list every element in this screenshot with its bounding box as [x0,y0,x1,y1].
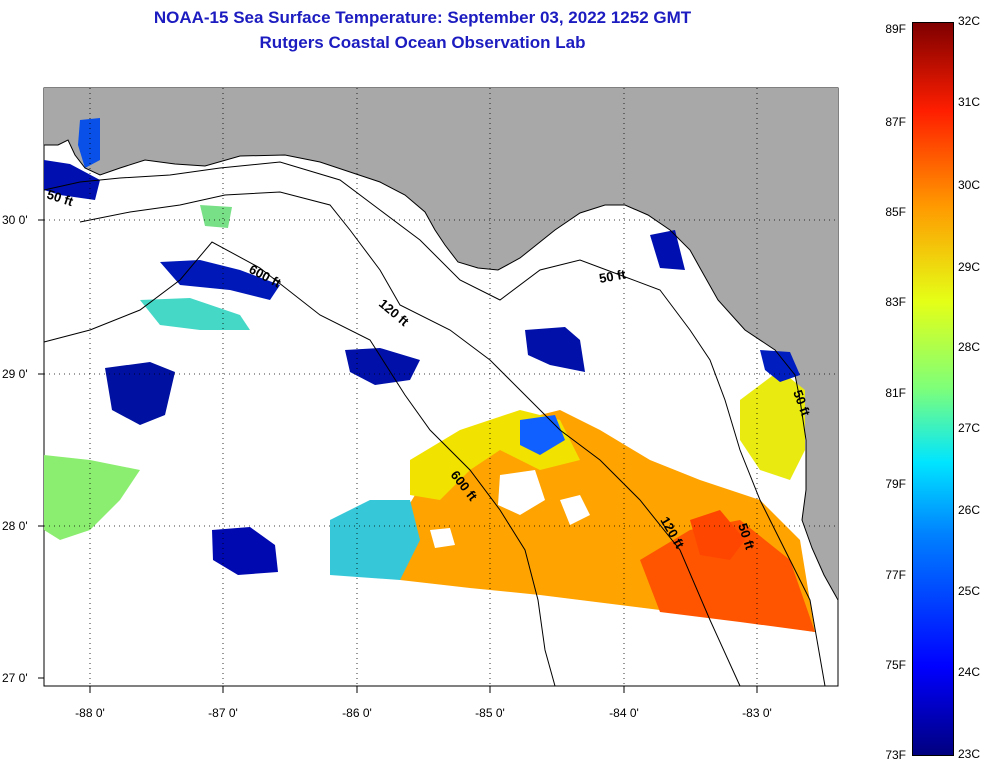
lat-label-28: 28 0' [2,519,28,533]
colorbar-c-label: 26C [958,503,981,517]
map-subtitle: Rutgers Coastal Ocean Observation Lab [259,33,586,52]
lat-label-27: 27 0' [2,671,28,685]
sst-cold-6 [345,348,420,385]
colorbar-c-label: 28C [958,340,981,354]
lat-label-30: 30 0' [2,213,28,227]
sst-hot-nearshore [690,510,745,560]
sst-cold-4 [650,230,685,270]
sst-cold-5 [760,350,800,382]
sst-cold-7 [160,260,280,300]
temperature-colorbar [912,22,954,756]
sst-cold-3 [525,327,585,372]
sst-mid-east [740,370,805,480]
sst-cool-band [330,500,420,580]
colorbar-f-label: 77F [885,568,906,582]
sst-blue-1 [520,415,565,455]
sst-blue-2 [78,118,100,168]
lon-label-87: -87 0' [208,706,238,720]
sst-green-west [44,455,140,540]
land [44,88,838,600]
colorbar-c-label: 25C [958,584,981,598]
colorbar-c-label: 29C [958,260,981,274]
lon-label-86: -86 0' [342,706,372,720]
lon-label-83: -83 0' [742,706,772,720]
colorbar-f-label: 79F [885,477,906,491]
lon-label-84: -84 0' [609,706,639,720]
cloud-hole-3 [430,528,455,548]
sst-cold-1 [105,362,175,425]
cloud-hole-2 [560,495,590,525]
colorbar-c-label: 32C [958,14,981,28]
colorbar-c-label: 31C [958,95,981,109]
colorbar-f-label: 73F [885,748,906,762]
sst-green-north [200,205,232,228]
colorbar-c-label: 24C [958,665,981,679]
colorbar-f-label: 89F [885,22,906,36]
isobath-50ft [43,161,826,687]
cloud-hole-1 [498,470,545,515]
colorbar-f-label: 81F [885,386,906,400]
colorbar-c-label: 30C [958,178,981,192]
sst-teal-west [140,298,250,330]
lat-label-29: 29 0' [2,367,28,381]
colorbar-f-label: 75F [885,658,906,672]
sst-cold-8 [44,160,100,200]
isobath-120ft [79,191,741,687]
colorbar-f-label: 85F [885,205,906,219]
colorbar-c-label: 27C [958,421,981,435]
colorbar-f-label: 83F [885,295,906,309]
coastline [44,139,839,601]
colorbar-f-label: 87F [885,115,906,129]
map-title: NOAA-15 Sea Surface Temperature: Septemb… [153,8,692,27]
isobath-600ft [43,241,556,687]
sst-data [44,118,815,632]
isobath-label: 50 ft [598,266,628,286]
lon-label-85: -85 0' [475,706,505,720]
sst-hot-core [640,520,815,632]
sst-cold-2 [212,527,278,575]
colorbar-c-label: 23C [958,747,981,761]
lon-label-88: -88 0' [75,706,105,720]
